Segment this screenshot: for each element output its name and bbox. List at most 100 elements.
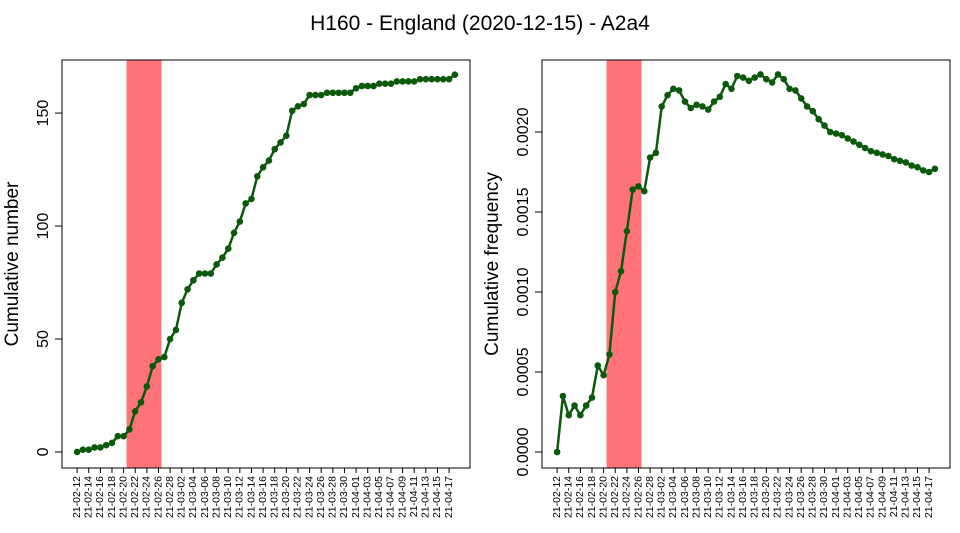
x-tick-label: 21-04-03 (361, 476, 373, 518)
x-tick-label: 21-04-13 (900, 476, 912, 518)
data-point (809, 107, 817, 115)
data-point (219, 254, 226, 261)
x-tick-label: 21-02-20 (117, 476, 129, 518)
data-point (664, 91, 671, 99)
data-point (646, 154, 654, 161)
data-point (126, 426, 133, 433)
data-point (230, 229, 238, 237)
data-point (201, 270, 209, 277)
x-tick-label: 21-03-28 (327, 476, 339, 518)
x-tick-label: 21-04-03 (841, 476, 853, 518)
x-tick-label: 21-04-09 (396, 476, 408, 518)
data-point (300, 100, 308, 108)
data-point (704, 106, 712, 113)
data-point (428, 75, 435, 83)
data-point (422, 75, 430, 83)
x-tick-label: 21-03-24 (303, 476, 315, 518)
x-tick-label: 21-02-18 (106, 476, 118, 518)
data-point (79, 446, 87, 454)
data-point (364, 82, 372, 90)
x-tick-label: 21-03-02 (176, 476, 188, 518)
data-point (600, 371, 607, 379)
x-tick-label: 21-02-24 (141, 476, 153, 518)
x-tick-label: 21-03-06 (679, 476, 691, 518)
data-point (896, 157, 904, 165)
data-point (710, 98, 718, 105)
data-point (582, 402, 590, 409)
data-point (826, 128, 834, 136)
x-tick-label: 21-03-30 (818, 476, 830, 518)
data-point (451, 71, 459, 78)
data-point (635, 183, 642, 190)
data-point (617, 267, 625, 275)
y-tick-label: 0.0020 (515, 107, 532, 156)
x-tick-label: 21-03-20 (760, 476, 772, 518)
data-point (879, 151, 886, 158)
x-tick-label: 21-04-17 (923, 476, 935, 518)
x-tick-label: 21-02-12 (71, 476, 83, 518)
data-point (565, 411, 573, 419)
data-point (439, 75, 447, 83)
data-point (716, 93, 724, 101)
data-point (821, 122, 828, 129)
data-point (207, 270, 215, 277)
data-point (166, 335, 174, 343)
data-point (329, 89, 337, 97)
x-tick-label: 21-04-09 (876, 476, 888, 518)
data-point (670, 85, 677, 93)
data-point (155, 356, 162, 363)
data-point (728, 85, 735, 93)
data-point (399, 78, 406, 85)
data-point (733, 72, 741, 80)
x-tick-label: 21-04-13 (420, 476, 432, 518)
x-tick-label: 21-03-14 (245, 476, 257, 518)
data-point (108, 439, 116, 447)
x-tick-label: 21-03-12 (234, 476, 246, 518)
data-point (902, 159, 910, 166)
data-point (890, 155, 898, 163)
x-tick-label: 21-03-06 (199, 476, 211, 518)
data-point (629, 186, 636, 193)
data-point (722, 80, 729, 88)
data-point (277, 139, 284, 146)
data-point (739, 74, 747, 81)
panel: 0.0000 0.0005 0.0010 0.0015 0.0020 Cumulative… (482, 59, 951, 518)
y-tick-label: 0 (35, 447, 52, 456)
data-point (335, 89, 342, 97)
x-tick-label: 21-03-30 (338, 476, 350, 518)
data-point (838, 131, 846, 139)
x-tick-label: 21-03-10 (702, 476, 714, 518)
data-point (236, 218, 244, 225)
data-point (393, 78, 401, 85)
x-tick-label: 21-04-07 (385, 476, 397, 518)
data-point (346, 89, 354, 97)
x-tick-label: 21-02-20 (597, 476, 609, 518)
data-point (137, 398, 145, 406)
data-point (253, 173, 261, 180)
data-point (143, 383, 151, 390)
data-point (160, 353, 168, 361)
data-point (317, 91, 325, 99)
data-point (416, 75, 424, 83)
data-point (815, 115, 822, 123)
data-point (681, 98, 689, 105)
data-point (588, 394, 596, 401)
x-tick-label: 21-02-12 (551, 476, 563, 518)
x-tick-label: 21-03-10 (222, 476, 234, 518)
highlight-band (606, 60, 642, 468)
data-point (850, 138, 857, 145)
x-tick-label: 21-03-12 (714, 476, 726, 518)
x-tick-label: 21-02-24 (621, 476, 633, 518)
data-point (797, 95, 805, 102)
y-tick-label: 0.0010 (515, 267, 532, 316)
data-point (405, 78, 412, 85)
data-point (288, 107, 296, 115)
data-point (294, 103, 302, 110)
data-point (352, 84, 360, 92)
data-point (102, 441, 110, 449)
x-tick-label: 21-03-20 (280, 476, 292, 518)
x-tick-label: 21-04-17 (443, 476, 455, 518)
data-point (358, 82, 366, 90)
data-point (248, 195, 255, 203)
